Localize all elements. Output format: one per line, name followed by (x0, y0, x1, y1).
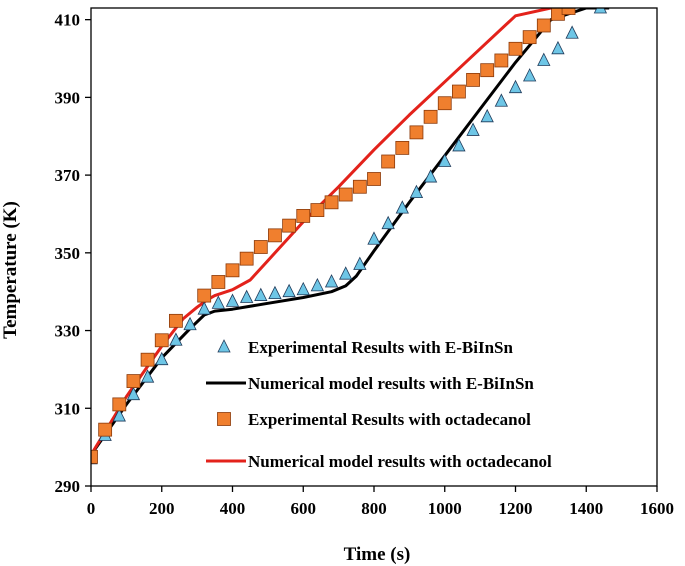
data-point-0-33 (551, 40, 565, 55)
data-point-0-11 (240, 289, 254, 303)
data-point-2-15 (310, 203, 325, 217)
legend-label-1: Numerical model results with E-BiInSn (248, 374, 534, 393)
data-point-0-35 (593, 8, 608, 14)
y-tick-label-5: 390 (55, 88, 81, 107)
x-tick-label-6: 1200 (499, 499, 533, 518)
x-tick-label-4: 800 (361, 499, 387, 518)
x-tick-label-3: 600 (291, 499, 317, 518)
data-point-0-16 (310, 277, 325, 292)
data-point-0-34 (565, 25, 579, 39)
y-tick-label-0: 290 (55, 477, 81, 496)
legend-swatch-2 (217, 412, 231, 426)
data-point-2-3 (126, 374, 141, 388)
data-point-2-0 (91, 449, 98, 464)
data-point-0-5 (155, 351, 169, 366)
data-point-0-24 (423, 169, 438, 183)
data-point-2-21 (395, 141, 410, 155)
data-point-0-12 (254, 287, 268, 301)
data-point-2-16 (324, 195, 339, 210)
data-point-2-12 (268, 228, 282, 243)
x-tick-label-0: 0 (87, 499, 96, 518)
data-point-0-6 (169, 332, 183, 346)
data-point-0-30 (508, 79, 523, 94)
legend-label-3: Numerical model results with octadecanol (248, 452, 552, 471)
legend-swatch-0 (217, 339, 231, 353)
data-point-2-2 (112, 397, 127, 412)
data-point-0-9 (211, 295, 225, 309)
x-tick-label-5: 1000 (428, 499, 462, 518)
data-point-0-31 (523, 68, 537, 82)
data-point-0-4 (140, 369, 155, 383)
data-point-0-20 (367, 231, 381, 245)
data-point-2-11 (253, 240, 268, 254)
data-point-2-1 (98, 422, 113, 437)
data-point-0-15 (296, 281, 310, 296)
data-point-2-26 (466, 72, 480, 87)
legend: Experimental Results with E-BiInSn Numeri… (206, 338, 552, 471)
data-point-0-10 (225, 293, 240, 307)
data-point-0-19 (353, 256, 367, 270)
legend-label-0: Experimental Results with E-BiInSn (248, 338, 513, 357)
data-point-2-23 (423, 109, 438, 124)
x-axis-title: Time (s) (344, 544, 411, 565)
axes: 0 200 400 600 800 1000 1200 1400 1600 290 310 330 35… (55, 7, 674, 518)
data-point-0-25 (438, 153, 452, 167)
data-point-0-3 (126, 386, 141, 401)
data-point-0-29 (494, 93, 508, 107)
data-point-2-28 (494, 53, 509, 68)
legend-label-2: Experimental Results with octadecanol (248, 410, 531, 429)
series-line-3 (91, 8, 562, 456)
data-point-2-33 (561, 8, 576, 15)
data-point-0-17 (324, 274, 339, 288)
data-point-0-23 (409, 184, 424, 198)
data-point-0-32 (537, 52, 551, 66)
y-tick-label-6: 410 (55, 11, 81, 30)
data-point-2-19 (367, 172, 381, 186)
data-point-0-14 (282, 283, 296, 298)
data-point-2-31 (536, 18, 551, 33)
y-tick-label-2: 330 (55, 322, 81, 341)
y-tick-label-4: 370 (55, 166, 81, 185)
data-point-2-14 (296, 209, 311, 223)
data-point-0-7 (183, 316, 197, 331)
data-point-2-22 (409, 125, 424, 140)
x-tick-label-7: 1400 (569, 499, 603, 518)
data-point-2-17 (338, 187, 353, 202)
data-point-2-27 (480, 63, 495, 78)
data-point-2-25 (451, 84, 466, 99)
data-point-0-18 (339, 266, 353, 280)
y-tick-label-1: 310 (55, 399, 81, 418)
y-axis-title: Temperature (K) (0, 201, 21, 339)
data-point-2-29 (508, 41, 523, 56)
data-point-2-10 (239, 251, 254, 266)
data-point-2-24 (437, 96, 452, 111)
data-point-2-9 (225, 263, 240, 278)
data-point-0-8 (197, 301, 211, 315)
data-point-0-21 (381, 215, 395, 230)
data-point-2-13 (282, 218, 297, 233)
plot-area (91, 8, 610, 465)
y-tick-label-3: 350 (55, 244, 81, 263)
data-point-2-4 (140, 352, 155, 367)
data-point-2-20 (381, 154, 396, 169)
x-tick-label-2: 400 (220, 499, 246, 518)
data-point-2-30 (522, 30, 537, 45)
x-tick-label-1: 200 (149, 499, 175, 518)
data-point-2-18 (352, 179, 367, 194)
data-point-0-13 (268, 285, 282, 300)
series-group (91, 8, 610, 465)
data-point-2-7 (197, 288, 212, 303)
data-point-0-22 (395, 200, 409, 214)
x-tick-label-8: 1600 (640, 499, 674, 518)
data-point-2-8 (211, 275, 226, 289)
data-point-2-5 (154, 333, 169, 348)
data-point-0-28 (480, 108, 494, 123)
data-point-0-2 (112, 408, 126, 422)
data-point-2-6 (168, 313, 183, 328)
data-point-0-26 (452, 138, 466, 152)
data-point-0-27 (466, 122, 480, 136)
